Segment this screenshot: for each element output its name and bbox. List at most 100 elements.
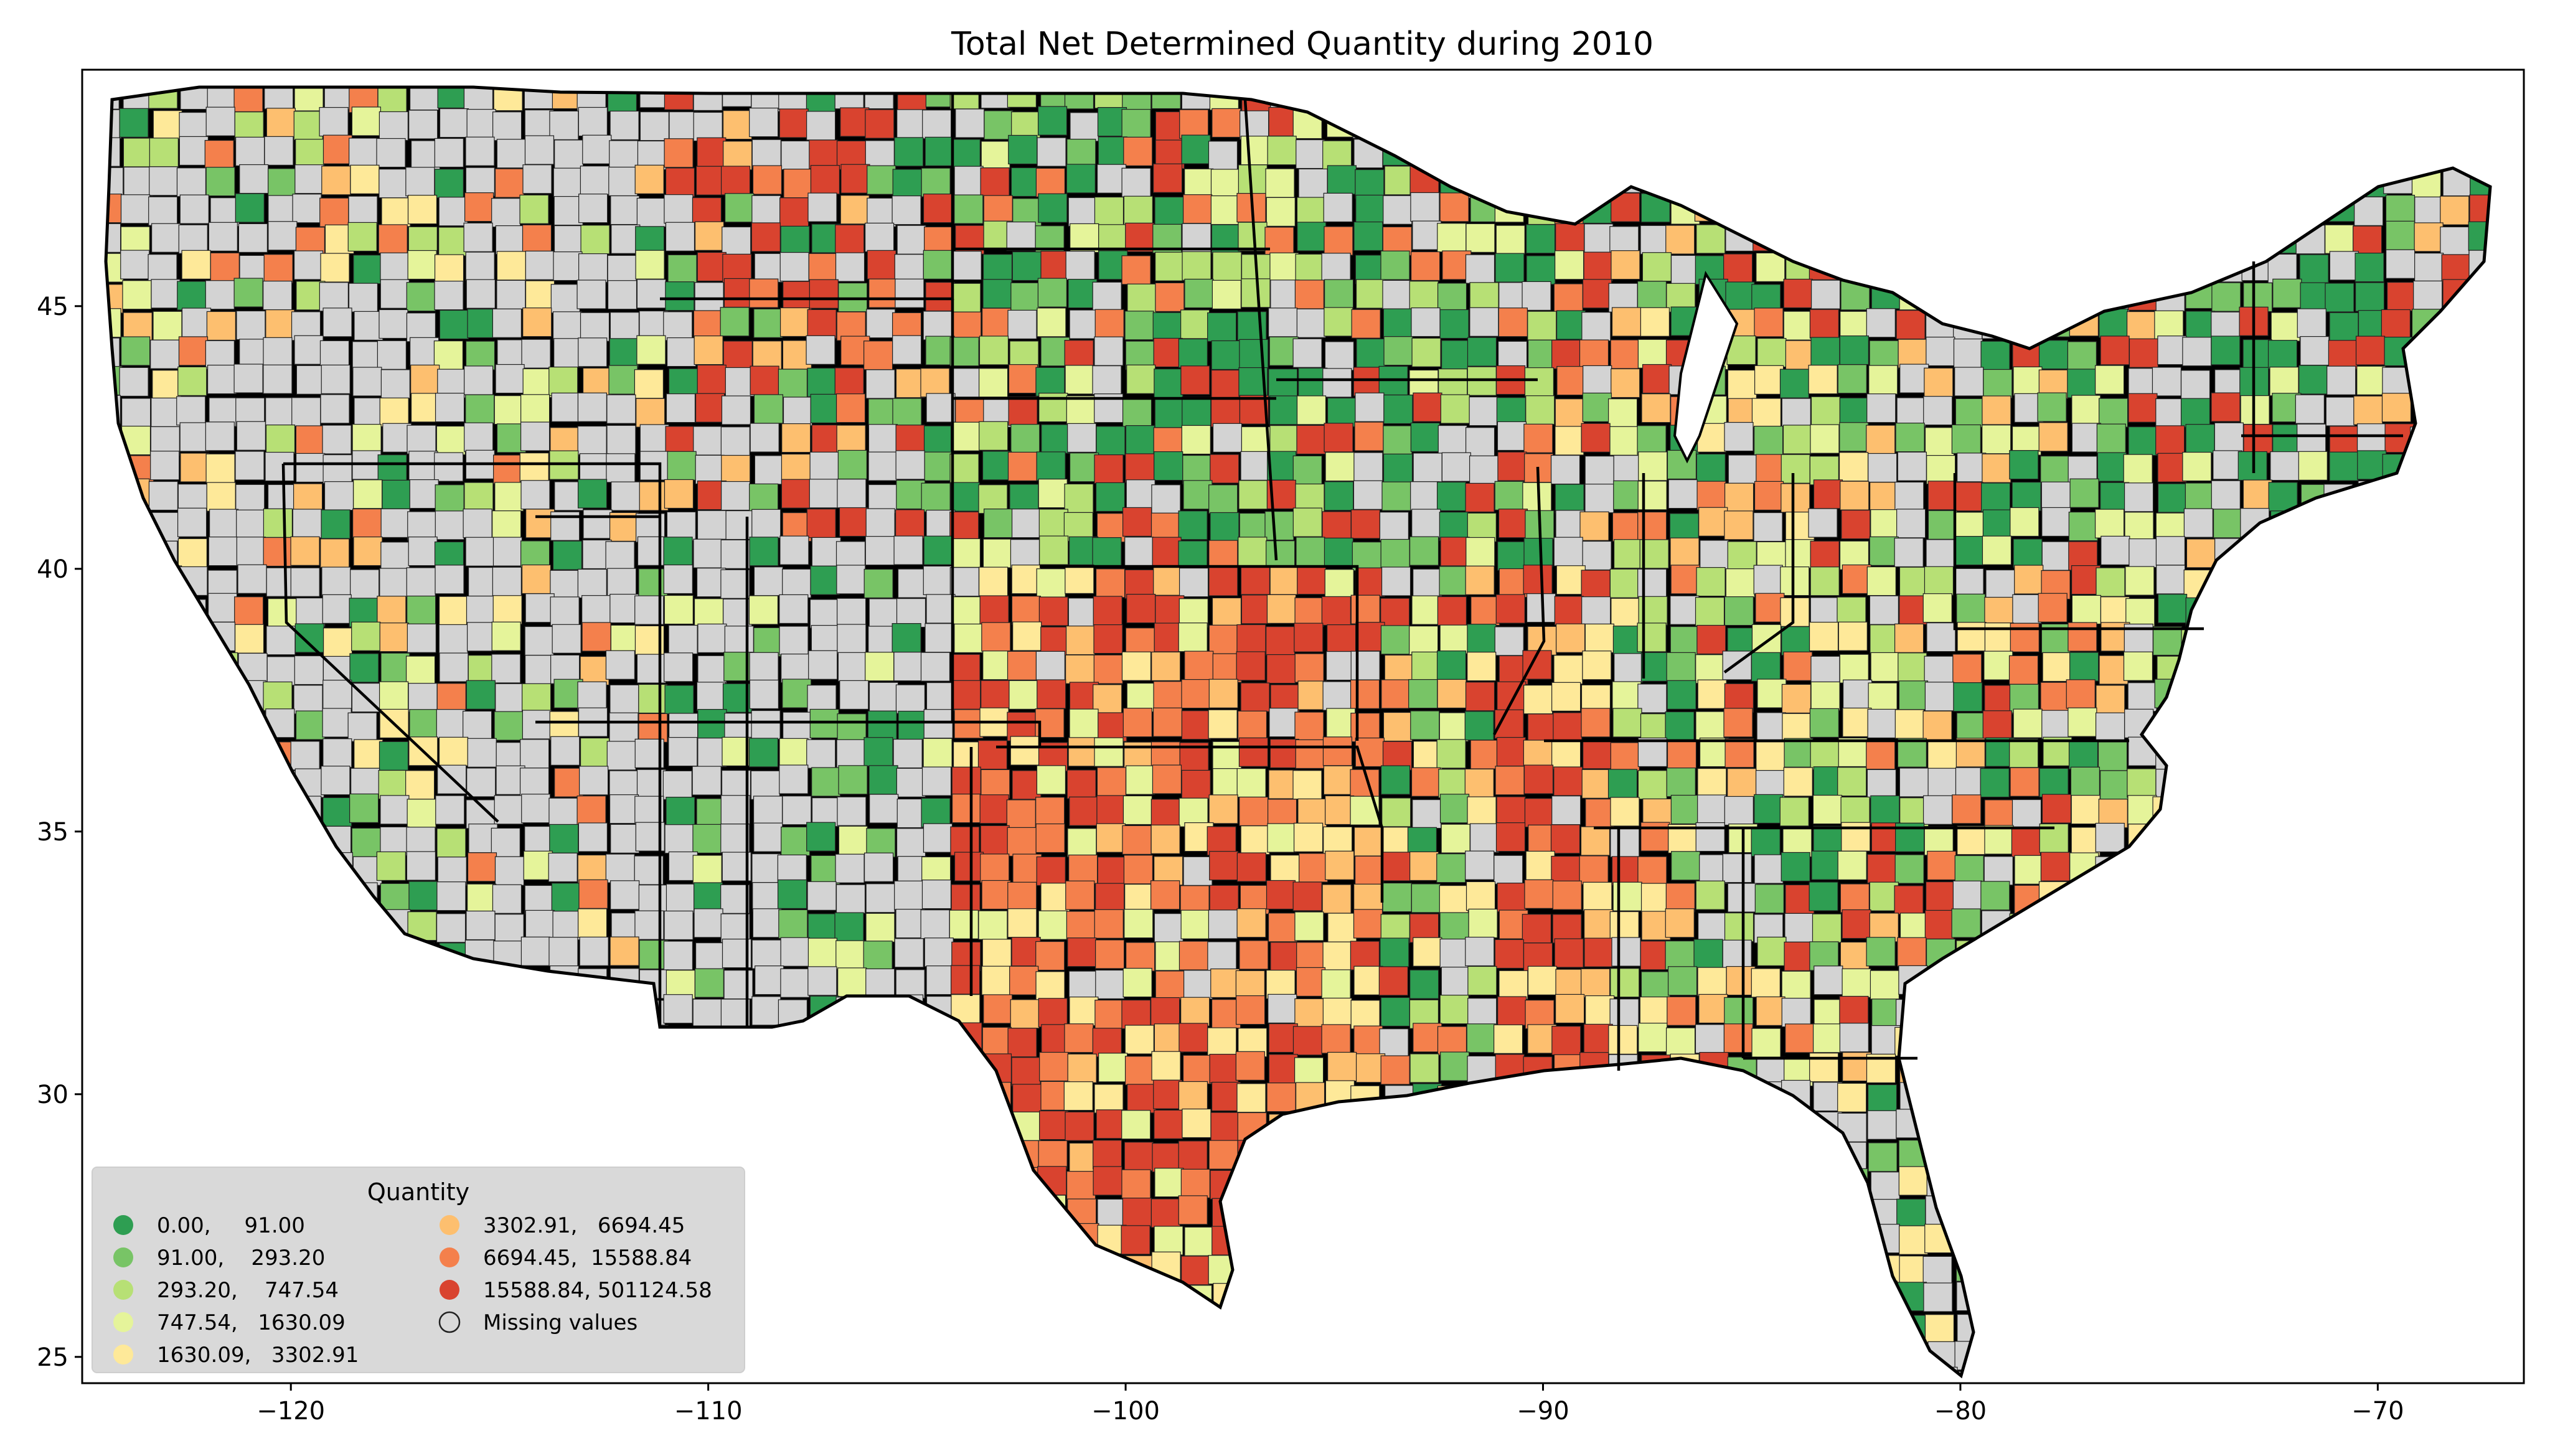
county-region	[984, 110, 1014, 140]
county-region	[1355, 622, 1385, 652]
county-region	[1323, 192, 1353, 223]
county-region	[2355, 1310, 2384, 1340]
county-region	[2498, 165, 2526, 194]
county-region	[380, 252, 410, 282]
county-region	[1125, 425, 1155, 455]
county-region	[1066, 395, 1096, 425]
county-region	[1808, 508, 1838, 538]
county-region	[1437, 223, 1467, 253]
county-region	[580, 655, 609, 686]
county-region	[2180, 370, 2211, 400]
county-region	[1353, 480, 1383, 510]
county-region	[2072, 1109, 2102, 1139]
county-region	[605, 650, 636, 680]
county-region	[694, 1055, 724, 1085]
county-region	[2214, 682, 2244, 712]
county-region	[436, 683, 466, 713]
county-region	[1551, 339, 1581, 369]
x-axis: −120 −110 −100 −90 −80 −70	[256, 1383, 2404, 1425]
county-region	[1069, 708, 1099, 738]
county-region	[2096, 567, 2125, 597]
county-region	[106, 651, 121, 682]
county-region	[467, 738, 497, 768]
county-region	[1321, 253, 1351, 283]
county-region	[2496, 223, 2525, 252]
county-region	[2008, 655, 2039, 685]
county-region	[983, 1254, 1013, 1284]
county-region	[379, 622, 409, 652]
county-region	[2381, 594, 2411, 624]
county-region	[521, 564, 552, 594]
county-region	[1579, 164, 1609, 194]
county-region	[324, 1137, 354, 1167]
county-region	[664, 479, 694, 509]
county-region	[638, 885, 668, 914]
county-region	[2153, 254, 2184, 284]
county-region	[376, 1086, 407, 1115]
county-region	[265, 425, 296, 454]
county-region	[807, 1025, 837, 1055]
county-region	[2243, 679, 2274, 710]
county-region	[1321, 969, 1351, 999]
county-region	[1121, 109, 1151, 139]
legend-label: 747.54, 1630.09	[157, 1310, 346, 1335]
county-region	[2413, 1170, 2443, 1200]
county-region	[867, 1140, 896, 1171]
county-region	[293, 1025, 322, 1054]
county-region	[1700, 1114, 1729, 1144]
county-region	[149, 1023, 179, 1053]
county-region	[1981, 166, 2011, 195]
county-region	[2123, 1109, 2153, 1139]
county-region	[493, 454, 523, 484]
county-region	[106, 1110, 120, 1140]
county-region	[576, 1079, 606, 1109]
county-region	[436, 881, 466, 911]
county-region	[496, 251, 526, 281]
county-region	[1180, 1370, 1210, 1376]
county-region	[2068, 138, 2098, 168]
county-region	[152, 1372, 182, 1376]
county-region	[467, 1025, 497, 1054]
county-region	[2127, 134, 2157, 164]
county-region	[322, 797, 352, 827]
county-region	[924, 1255, 954, 1285]
county-region	[1495, 164, 1525, 194]
county-region	[1267, 136, 1297, 166]
county-region	[1953, 196, 1983, 227]
county-region	[835, 1196, 865, 1226]
county-region	[2124, 1341, 2153, 1371]
county-region	[1296, 139, 1325, 169]
county-region	[2038, 87, 2068, 108]
county-region	[1154, 1109, 1183, 1139]
county-region	[354, 311, 383, 341]
county-region	[1780, 566, 1810, 596]
county-region	[106, 797, 124, 827]
county-region	[609, 1085, 639, 1115]
county-region	[723, 141, 753, 171]
county-region	[606, 453, 636, 483]
county-region	[892, 398, 922, 428]
county-region	[464, 365, 494, 395]
county-region	[323, 1370, 353, 1376]
county-region	[1870, 795, 1900, 825]
county-region	[694, 968, 724, 998]
county-region	[1409, 626, 1439, 655]
county-region	[609, 794, 639, 824]
county-region	[296, 1138, 326, 1168]
county-region	[1181, 134, 1211, 164]
county-region	[436, 709, 466, 739]
county-region	[1266, 197, 1296, 227]
county-region	[1982, 1139, 2012, 1169]
county-region	[608, 166, 638, 197]
county-region	[294, 1109, 324, 1139]
county-region	[1037, 106, 1068, 136]
county-region	[2298, 365, 2328, 395]
county-region	[2043, 167, 2072, 197]
county-region	[2325, 911, 2355, 941]
county-region	[322, 425, 352, 454]
county-region	[1064, 340, 1094, 370]
county-region	[1211, 108, 1241, 138]
county-region	[1724, 510, 1754, 540]
state-border-line	[283, 462, 662, 1027]
county-region	[1441, 340, 1471, 370]
